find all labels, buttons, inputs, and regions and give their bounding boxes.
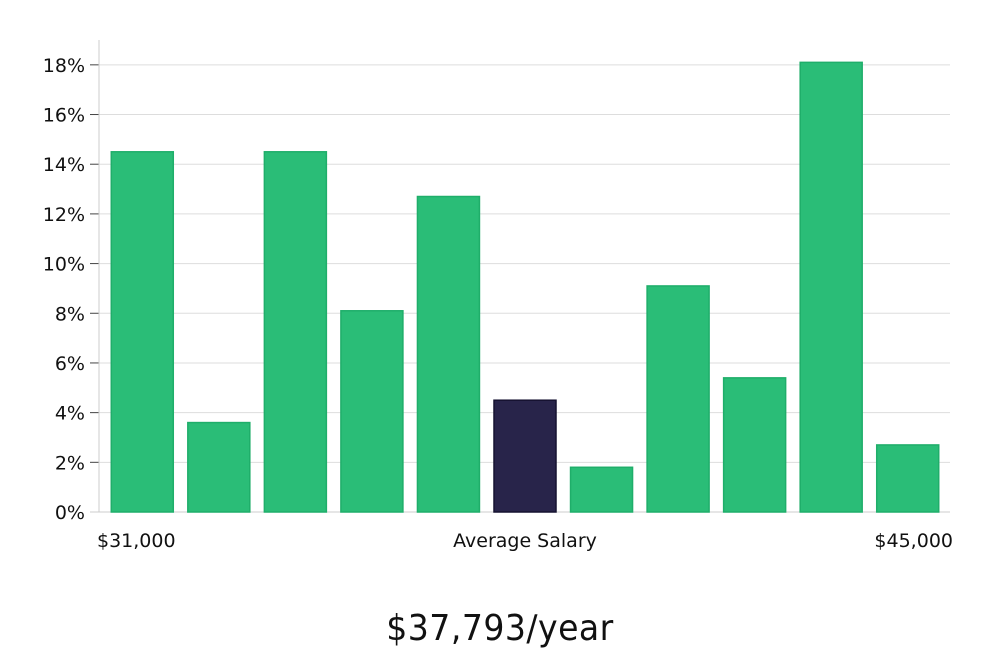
range-start-label: $31,000 xyxy=(97,530,176,552)
bar xyxy=(799,61,863,513)
y-tick-label: 8% xyxy=(55,303,85,325)
x-axis-label: Average Salary xyxy=(453,530,597,552)
bar xyxy=(110,151,175,513)
y-tick-label: 10% xyxy=(43,254,85,276)
bar xyxy=(569,466,634,513)
bar xyxy=(646,285,710,513)
bars xyxy=(110,61,940,513)
y-tick-label: 2% xyxy=(55,452,85,474)
bar xyxy=(340,310,404,513)
y-tick-label: 16% xyxy=(43,105,85,127)
y-tick-label: 18% xyxy=(43,55,85,77)
bar xyxy=(875,444,940,513)
y-tick-label: 4% xyxy=(55,403,85,425)
grid-lines xyxy=(99,64,950,463)
range-end-label: $45,000 xyxy=(874,530,953,552)
y-tick-label: 14% xyxy=(43,154,85,176)
y-tick-label: 6% xyxy=(55,353,85,375)
y-tick-label: 12% xyxy=(43,204,85,226)
bar-highlighted xyxy=(493,399,557,513)
salary-distribution-chart: $31,000 Average Salary $45,000 0% 2% 4% 6% 8… xyxy=(43,40,953,552)
bar xyxy=(263,151,328,513)
bar xyxy=(722,377,787,513)
bar xyxy=(187,421,251,513)
labels: $31,000 Average Salary $45,000 0% 2% 4% 6% 8… xyxy=(43,55,953,552)
average-salary-value: $37,793/year xyxy=(386,608,614,649)
y-tick-label: 0% xyxy=(55,502,85,524)
bar xyxy=(416,195,481,513)
